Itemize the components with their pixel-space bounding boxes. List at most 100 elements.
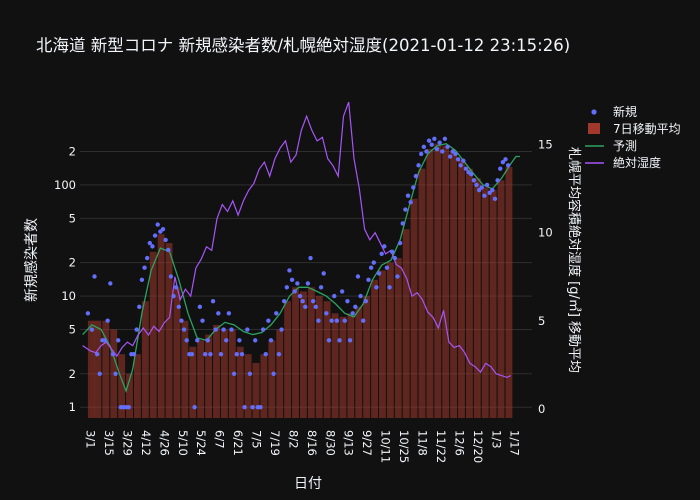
moving-average-bar <box>315 296 323 418</box>
moving-average-bar <box>505 166 513 418</box>
moving-average-bar <box>173 287 181 418</box>
y-tick-label: 2 <box>69 144 76 158</box>
new-case-point <box>263 351 268 357</box>
humidity-line <box>82 101 512 379</box>
new-case-point <box>266 318 271 323</box>
new-case-point <box>487 190 492 195</box>
new-case-point <box>363 298 369 304</box>
moving-average-bar <box>323 301 331 418</box>
moving-average-bar <box>165 243 173 418</box>
new-case-point <box>374 285 379 290</box>
x-tick-label: 4/26 <box>157 430 171 456</box>
moving-average-bar <box>292 287 299 418</box>
new-case-point <box>316 318 321 323</box>
moving-average-bar <box>276 329 284 418</box>
new-case-point <box>108 281 113 286</box>
new-case-point <box>376 271 382 276</box>
moving-average-bar <box>371 279 378 418</box>
new-case-point <box>89 327 95 332</box>
y-right-tick-label: 0 <box>538 402 545 416</box>
new-case-point <box>150 244 155 249</box>
new-case-point <box>181 327 187 332</box>
new-case-point <box>200 318 205 323</box>
new-case-point <box>274 311 279 316</box>
x-tick-label: 7/5 <box>250 430 264 449</box>
x-tick-label: 10/25 <box>397 430 411 463</box>
moving-average-bar <box>347 313 355 418</box>
new-case-point <box>139 277 145 283</box>
moving-average-bar <box>260 354 268 418</box>
new-case-point <box>484 182 490 188</box>
moving-average-bar <box>355 306 363 418</box>
moving-average-bar <box>205 334 212 418</box>
new-case-point <box>218 351 224 357</box>
moving-average-bar <box>307 287 315 418</box>
new-case-point <box>503 157 508 162</box>
new-case-point <box>416 163 421 168</box>
new-case-point <box>289 277 295 283</box>
new-case-point <box>492 196 498 202</box>
moving-average-bar <box>284 301 292 418</box>
legend-symbol <box>591 109 597 115</box>
moving-average-bar <box>394 258 402 418</box>
moving-average-bar <box>244 354 252 418</box>
new-case-point <box>308 255 313 261</box>
x-tick-label: 8/30 <box>323 430 337 456</box>
moving-average-bar <box>87 320 95 418</box>
new-case-point <box>300 298 305 304</box>
new-case-point <box>500 160 506 165</box>
new-case-point <box>310 298 316 304</box>
new-cases-points <box>85 136 511 410</box>
x-tick-label: 5/24 <box>194 430 208 456</box>
new-case-point <box>339 289 345 294</box>
legend-label: 新規 <box>613 104 637 119</box>
moving-average-bar <box>300 291 307 418</box>
new-case-point <box>276 351 282 357</box>
new-case-point <box>234 351 239 357</box>
x-tick-label: 1/17 <box>508 430 522 456</box>
new-case-point <box>213 327 218 332</box>
moving-average-bar <box>434 143 442 418</box>
x-tick-label: 12/6 <box>452 430 466 456</box>
new-case-point <box>411 185 416 190</box>
new-case-point <box>242 405 247 410</box>
new-case-point <box>437 140 442 145</box>
new-case-point <box>126 405 131 410</box>
new-case-point <box>455 157 461 162</box>
moving-average-bar <box>181 320 189 418</box>
new-case-point <box>226 311 232 316</box>
new-case-point <box>210 298 216 304</box>
new-case-point <box>305 281 311 286</box>
new-case-point <box>205 338 210 343</box>
y-axis-label-left: 新規感染者数 <box>23 218 40 302</box>
moving-average-bar <box>331 313 339 418</box>
new-case-point <box>202 351 208 357</box>
y-tick-label: 2 <box>69 256 76 270</box>
new-case-point <box>498 166 503 171</box>
moving-average-bar <box>473 178 481 418</box>
x-tick-label: 9/27 <box>360 430 374 456</box>
moving-average-bar <box>363 296 371 418</box>
y-right-tick-label: 15 <box>538 137 553 151</box>
moving-average-bar <box>497 180 505 418</box>
moving-average-bar <box>386 262 394 418</box>
moving-average-bar <box>450 151 458 418</box>
new-case-point <box>284 285 290 290</box>
moving-average-bar <box>213 324 220 418</box>
moving-average-bar <box>197 340 205 418</box>
new-case-point <box>421 144 427 150</box>
new-case-point <box>353 304 358 310</box>
new-case-point <box>395 274 400 279</box>
new-case-point <box>495 178 500 183</box>
moving-average-bar <box>141 301 149 418</box>
moving-average-bar <box>252 362 260 418</box>
new-case-point <box>245 327 250 332</box>
new-case-point <box>432 136 437 141</box>
new-case-point <box>405 193 411 198</box>
new-case-point <box>192 405 197 410</box>
new-case-point <box>447 154 453 159</box>
new-case-point <box>160 226 166 232</box>
moving-average-bar <box>442 145 450 418</box>
moving-average-bar <box>489 190 497 418</box>
